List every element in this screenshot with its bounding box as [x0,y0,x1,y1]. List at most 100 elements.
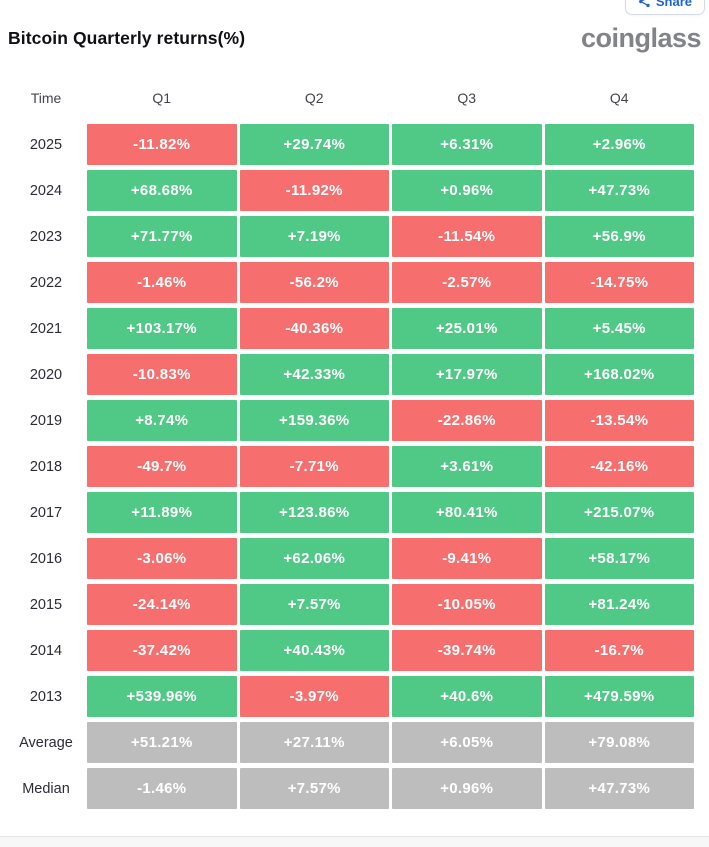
return-cell: -14.75% [544,262,694,303]
return-cell: +29.74% [239,124,389,165]
table-row-2025: 2025 -11.82% +29.74% +6.31% +2.96% [8,124,694,165]
return-cell: -9.41% [392,538,542,579]
return-cell: +7.57% [239,584,389,625]
table-row-2020: 2020 -10.83% +42.33% +17.97% +168.02% [8,354,694,395]
return-cell: +103.17% [87,308,237,349]
return-cell: -11.82% [87,124,237,165]
return-cell: -42.16% [544,446,694,487]
return-cell: -56.2% [239,262,389,303]
return-cell: -13.54% [544,400,694,441]
return-cell: +40.43% [239,630,389,671]
column-header-q1: Q1 [152,90,172,106]
return-cell: +3.61% [392,446,542,487]
return-cell: +25.01% [392,308,542,349]
return-cell: +58.17% [544,538,694,579]
return-cell: +80.41% [392,492,542,533]
return-cell: +79.08% [544,722,694,763]
return-cell: -10.83% [87,354,237,395]
return-cell: +42.33% [239,354,389,395]
table-row-2019: 2019 +8.74% +159.36% -22.86% -13.54% [8,400,694,441]
return-cell: -16.7% [544,630,694,671]
table-row-median: Median -1.46% +7.57% +0.96% +47.73% [8,768,694,809]
return-cell: +81.24% [544,584,694,625]
return-cell: +7.19% [239,216,389,257]
footer-strip [0,836,709,847]
return-cell: -37.42% [87,630,237,671]
return-cell: +123.86% [239,492,389,533]
column-header-time: Time [30,90,62,106]
return-cell: -11.92% [239,170,389,211]
returns-table: Time Q1 Q2 Q3 Q4 2025 -11.82% +29.74% +6.31% +2.… [8,88,694,814]
row-label: 2014 [29,642,63,659]
return-cell: +0.96% [392,170,542,211]
row-label: Average [19,734,73,751]
row-label: 2022 [29,274,63,291]
return-cell: +17.97% [392,354,542,395]
column-header-q2: Q2 [304,90,324,106]
return-cell: +539.96% [87,676,237,717]
return-cell: -22.86% [392,400,542,441]
table-row-2016: 2016 -3.06% +62.06% -9.41% +58.17% [8,538,694,579]
table-row-2024: 2024 +68.68% -11.92% +0.96% +47.73% [8,170,694,211]
table-row-2015: 2015 -24.14% +7.57% -10.05% +81.24% [8,584,694,625]
return-cell: -10.05% [392,584,542,625]
table-row-2023: 2023 +71.77% +7.19% -11.54% +56.9% [8,216,694,257]
return-cell: -39.74% [392,630,542,671]
table-body: 2025 -11.82% +29.74% +6.31% +2.96% 2024 +68.68… [8,124,694,809]
return-cell: -3.97% [239,676,389,717]
return-cell: +168.02% [544,354,694,395]
return-cell: +7.57% [239,768,389,809]
row-label: 2024 [29,182,63,199]
share-button[interactable]: Share [624,0,705,15]
table-row-2013: 2013 +539.96% -3.97% +40.6% +479.59% [8,676,694,717]
row-label: 2023 [29,228,63,245]
table-row-2021: 2021 +103.17% -40.36% +25.01% +5.45% [8,308,694,349]
return-cell: +40.6% [392,676,542,717]
return-cell: -49.7% [87,446,237,487]
return-cell: +8.74% [87,400,237,441]
return-cell: +47.73% [544,768,694,809]
row-label: 2015 [29,596,63,613]
return-cell: +2.96% [544,124,694,165]
return-cell: -3.06% [87,538,237,579]
return-cell: -1.46% [87,262,237,303]
row-label: 2021 [29,320,63,337]
title-row: Bitcoin Quarterly returns(%) coinglass [8,20,702,56]
table-row-average: Average +51.21% +27.11% +6.05% +79.08% [8,722,694,763]
row-label: 2013 [29,688,63,705]
share-icon [638,0,651,8]
return-cell: +68.68% [87,170,237,211]
return-cell: +11.89% [87,492,237,533]
return-cell: -40.36% [239,308,389,349]
return-cell: +71.77% [87,216,237,257]
return-cell: +27.11% [239,722,389,763]
return-cell: +51.21% [87,722,237,763]
table-header-row: Time Q1 Q2 Q3 Q4 [8,88,694,108]
return-cell: -11.54% [392,216,542,257]
row-label: 2020 [29,366,63,383]
return-cell: -24.14% [87,584,237,625]
return-cell: +56.9% [544,216,694,257]
return-cell: -2.57% [392,262,542,303]
return-cell: +6.05% [392,722,542,763]
row-label: 2025 [29,136,63,153]
table-row-2022: 2022 -1.46% -56.2% -2.57% -14.75% [8,262,694,303]
return-cell: +0.96% [392,768,542,809]
row-label: Median [22,780,70,797]
return-cell: +215.07% [544,492,694,533]
row-label: 2019 [29,412,63,429]
return-cell: -1.46% [87,768,237,809]
row-label: 2016 [29,550,63,567]
return-cell: +5.45% [544,308,694,349]
column-header-q4: Q4 [609,90,629,106]
table-row-2014: 2014 -37.42% +40.43% -39.74% -16.7% [8,630,694,671]
return-cell: +6.31% [392,124,542,165]
share-button-label: Share [655,0,692,9]
coinglass-logo: coinglass [580,22,702,53]
table-row-2018: 2018 -49.7% -7.71% +3.61% -42.16% [8,446,694,487]
column-header-q3: Q3 [457,90,477,106]
return-cell: +159.36% [239,400,389,441]
row-label: 2018 [29,458,63,475]
return-cell: +47.73% [544,170,694,211]
